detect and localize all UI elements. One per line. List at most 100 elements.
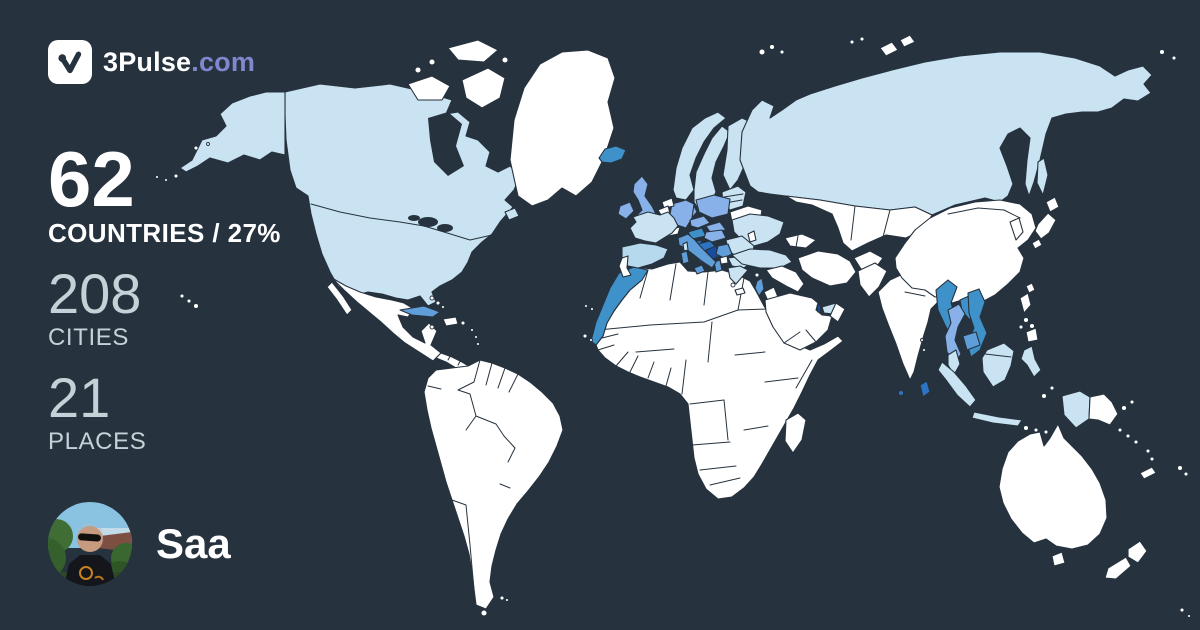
country-papua-new-guinea: [1088, 393, 1119, 426]
country-france: [629, 211, 679, 244]
country-hungary: [703, 229, 727, 243]
country-alaska: [179, 91, 286, 173]
syria-iraq: [765, 265, 805, 293]
country-maldives: [898, 390, 904, 396]
country-iceland: [598, 145, 627, 164]
tierra-del-fuego: [480, 609, 488, 617]
sulawesi-island: [1020, 345, 1042, 378]
south-america-borders: [427, 359, 519, 591]
countries-count: 62: [48, 135, 135, 223]
country-morocco: [590, 266, 649, 346]
country-japan: [1031, 196, 1060, 250]
new-zealand-south: [1104, 556, 1132, 580]
country-czechia: [689, 215, 711, 229]
brand-tld: .com: [191, 46, 256, 77]
countries-label: COUNTRIES / 27%: [48, 218, 281, 248]
country-jamaica: [429, 324, 435, 330]
falkland-islands: [505, 598, 509, 602]
country-greenland: [509, 49, 616, 207]
country-norway: [672, 111, 727, 201]
corsica-island: [682, 241, 689, 252]
country-turkey: [731, 248, 793, 269]
andaman-islands: [920, 338, 926, 352]
west-papua: [1061, 390, 1091, 429]
country-spain: [621, 242, 669, 269]
borneo-island: [981, 342, 1015, 388]
aleutian-islands: [155, 142, 210, 182]
country-ireland: [617, 201, 635, 220]
falkland-islands: [499, 595, 505, 601]
africa: [595, 261, 844, 500]
country-slovakia: [705, 221, 727, 233]
country-hispaniola: [442, 316, 459, 327]
country-greece: [727, 265, 749, 285]
country-mexico: [331, 277, 442, 362]
country-oman: [829, 302, 846, 323]
new-britain: [1129, 399, 1135, 405]
lesser-antilles: [474, 335, 478, 339]
lesser-antilles: [470, 328, 474, 332]
sumatra-island: [937, 361, 977, 408]
lesser-sunda-islands: [1023, 425, 1049, 435]
country-cuba: [399, 305, 441, 318]
china-mongolia: [894, 199, 1037, 306]
pacific-islands: [1117, 427, 1191, 618]
country-moldova: [747, 230, 757, 243]
country-thailand: [944, 303, 966, 364]
greek-islands: [730, 282, 746, 296]
south-america: [423, 359, 564, 610]
cities-count: 208: [48, 262, 142, 325]
great-lake: [437, 224, 453, 232]
new-caledonia: [1139, 466, 1157, 480]
country-sicily: [693, 264, 706, 275]
cities-label: CITIES: [48, 324, 129, 351]
profile: Saa: [48, 502, 231, 586]
canadian-arctic-islands: [407, 39, 509, 109]
lesser-antilles: [476, 342, 480, 346]
country-newfoundland: [504, 207, 520, 221]
avatar: [48, 502, 132, 586]
mongolia-border: [947, 207, 1021, 219]
central-asia: [785, 195, 933, 252]
canary-islands: [590, 307, 594, 311]
java-island: [971, 411, 1023, 427]
country-pakistan: [857, 262, 888, 298]
brand-logo[interactable]: 3Pulse.com: [48, 40, 255, 84]
malaysia-indonesia-border: [984, 353, 1012, 358]
arctic-east-islands: [1159, 49, 1177, 61]
country-canada-usa: [284, 83, 521, 307]
country-taiwan: [1025, 282, 1036, 294]
country-madagascar: [784, 412, 807, 454]
country-qatar: [816, 303, 822, 313]
great-lake: [418, 217, 438, 227]
canary-islands: [584, 304, 588, 308]
us-canada-border: [310, 203, 493, 241]
country-cambodia: [962, 331, 981, 351]
country-puerto-rico: [460, 320, 466, 326]
new-britain: [1121, 405, 1127, 411]
hawaii-islands: [179, 293, 199, 309]
country-portugal: [618, 255, 632, 278]
philippines-islands: [1018, 292, 1039, 343]
country-australia: [998, 423, 1108, 550]
cape-verde: [582, 333, 588, 339]
country-malaysia: [947, 349, 961, 376]
caucasus-countries: [784, 233, 817, 249]
svalbard-islands: [758, 44, 785, 56]
country-poland: [695, 194, 731, 219]
bahamas-islands: [429, 295, 445, 309]
sakhalin-island: [1036, 157, 1049, 196]
novaya-zemlya-islands: [849, 34, 916, 57]
country-iran: [797, 250, 857, 287]
tasmania-island: [1051, 551, 1066, 567]
country-sri-lanka: [919, 380, 931, 398]
moluccas-islands: [1041, 385, 1055, 399]
country-north-macedonia: [719, 255, 729, 265]
pulse-check-icon: [48, 40, 92, 84]
country-albania: [713, 259, 723, 273]
hudson-bay: [428, 112, 464, 176]
baja-peninsula: [326, 281, 353, 316]
great-lake: [408, 215, 420, 221]
arabian-peninsula: [764, 292, 833, 351]
